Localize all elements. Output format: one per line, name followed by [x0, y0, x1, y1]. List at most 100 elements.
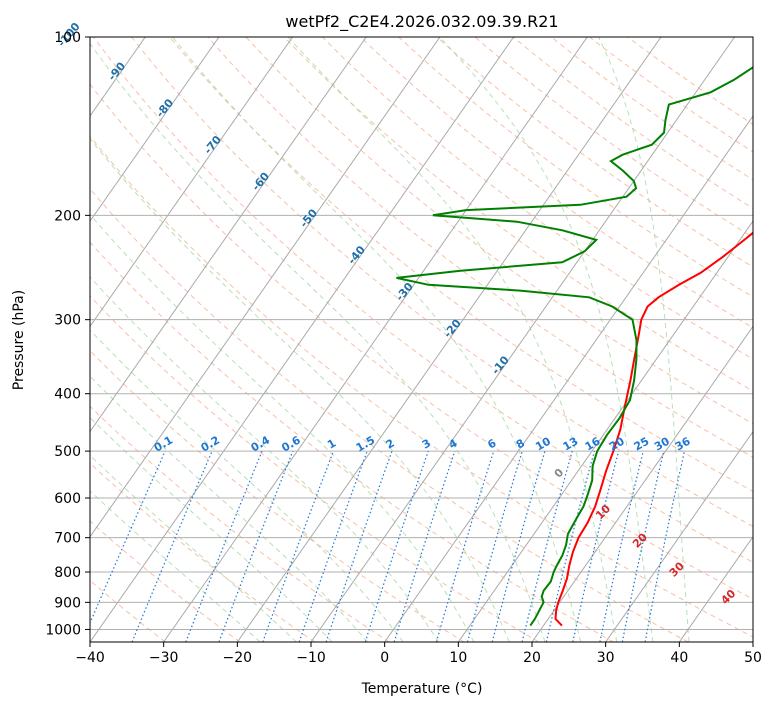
- isotherm-label: -40: [345, 243, 368, 267]
- x-tick-label: 50: [744, 650, 762, 666]
- isotherm-line: [531, 325, 753, 642]
- isotherm-label: -10: [489, 353, 512, 377]
- dry-adiabat: [90, 135, 753, 638]
- mixing-ratio-label: 8: [514, 437, 527, 452]
- mixing-ratio-line: [364, 450, 429, 642]
- y-tick-label: 200: [54, 208, 81, 224]
- dry-adiabat: [322, 37, 753, 360]
- y-tick-label: 100: [54, 30, 81, 46]
- dry-adiabat: [93, 37, 753, 563]
- dry-adiabat: [90, 295, 540, 642]
- y-tick-label: 700: [54, 531, 81, 547]
- dry-adiabat: [90, 241, 614, 642]
- dry-adiabat: [90, 188, 689, 642]
- x-tick-label: −10: [296, 650, 326, 666]
- y-tick-label: 600: [54, 491, 81, 507]
- moist-adiabat: [172, 37, 582, 642]
- isotherm-line: [310, 37, 736, 642]
- moist-adiabat: [287, 37, 618, 642]
- isotherm-line: [384, 115, 753, 642]
- isotherm-line: [90, 37, 441, 538]
- mixing-ratio-line: [435, 450, 495, 642]
- isotherm-line: [90, 37, 294, 328]
- isotherm-line: [236, 37, 662, 642]
- y-tick-label: 800: [54, 565, 81, 581]
- moist-adiabat: [90, 213, 475, 642]
- isotherm-label: -80: [153, 96, 176, 120]
- y-tick-label: 400: [54, 387, 81, 403]
- mixing-ratio-label: 6: [485, 436, 498, 451]
- mixing-ratio-line: [90, 450, 166, 625]
- isotherm-line: [163, 37, 588, 642]
- temperature-line: [554, 231, 753, 627]
- y-tick-label: 1000: [45, 622, 81, 638]
- isotherm-label: -50: [297, 206, 320, 230]
- moist-adiabat: [439, 37, 654, 642]
- mixing-ratio-line: [521, 450, 573, 642]
- dry-adiabat: [169, 37, 753, 493]
- isotherm-line: [90, 37, 220, 223]
- plot-area: [90, 37, 753, 642]
- moist-adiabat: [90, 490, 261, 642]
- plot-frame: [89, 36, 754, 643]
- mixing-ratio-label: 3: [420, 437, 433, 452]
- moist-adiabat: [90, 375, 369, 642]
- moist-adiabat: [598, 37, 690, 642]
- moist-adiabat: [90, 416, 333, 642]
- x-tick-label: 0: [380, 650, 389, 666]
- dry-adiabat: [90, 83, 753, 600]
- mixing-ratio-line: [131, 450, 213, 642]
- mixing-ratio-line: [644, 450, 686, 642]
- x-tick-label: −40: [75, 650, 105, 666]
- theta-e-label: 40: [718, 587, 738, 607]
- x-tick-label: 10: [449, 650, 467, 666]
- dry-adiabat: [589, 37, 753, 153]
- mixing-ratio-line: [185, 450, 263, 642]
- dry-adiabat: [90, 349, 465, 642]
- y-tick-label: 900: [54, 595, 81, 611]
- y-axis-title: Pressure (hPa): [11, 290, 27, 390]
- isotherm-line: [752, 641, 753, 642]
- dry-adiabat: [512, 37, 753, 209]
- mixing-ratio-label: 4: [446, 436, 459, 451]
- mixing-ratio-line: [262, 450, 335, 642]
- x-tick-label: 30: [597, 650, 615, 666]
- dry-adiabat: [398, 37, 753, 298]
- mixing-ratio-line: [325, 450, 393, 642]
- moist-adiabat: [90, 276, 439, 642]
- mixing-ratio-line: [599, 450, 644, 642]
- dewpoint-line: [396, 66, 753, 627]
- isotherm-line: [605, 430, 753, 642]
- isotherm-label: -30: [393, 280, 416, 304]
- dry-adiabat: [131, 37, 753, 527]
- y-tick-label: 500: [54, 444, 81, 460]
- chart-title: wetPf2_C2E4.2026.032.09.39.R21: [285, 12, 558, 32]
- dry-adiabat: [436, 37, 753, 268]
- mixing-ratio-line: [218, 450, 294, 642]
- dry-adiabat: [90, 405, 390, 642]
- dry-adiabat: [245, 37, 753, 425]
- mixing-ratio-line: [572, 450, 620, 642]
- moist-adiabat: [90, 137, 510, 642]
- isotherm-line: [90, 37, 367, 433]
- theta-e-label: 20: [630, 530, 650, 550]
- x-tick-label: −30: [149, 650, 179, 666]
- x-axis-title: Temperature (°C): [361, 681, 483, 697]
- isotherm-label: -90: [106, 59, 129, 83]
- moist-adiabat: [90, 329, 404, 642]
- dry-adiabat: [207, 37, 753, 458]
- x-tick-label: −20: [223, 650, 253, 666]
- isotherm-label: -70: [201, 133, 224, 157]
- mixing-ratio-line: [545, 450, 595, 642]
- isotherm-line: [678, 535, 753, 642]
- mixing-ratio-line: [491, 450, 546, 642]
- y-tick-label: 300: [54, 313, 81, 329]
- x-tick-label: 20: [523, 650, 541, 666]
- mixing-ratio-line: [466, 450, 523, 642]
- mixing-ratio-line: [298, 450, 368, 642]
- dry-adiabat: [474, 37, 753, 238]
- isotherm-label: -60: [249, 170, 272, 194]
- dry-adiabat: [90, 520, 241, 642]
